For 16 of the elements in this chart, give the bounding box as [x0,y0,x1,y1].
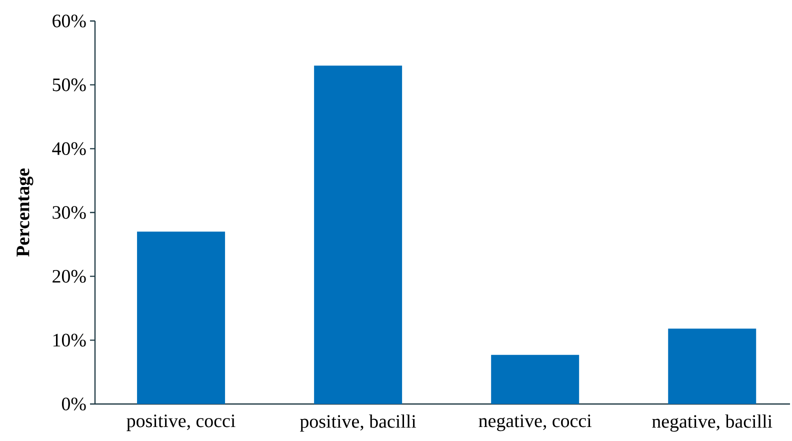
bar [314,66,402,404]
y-tick-label: 0% [62,398,86,410]
x-tick-label: negative, cocci [478,414,592,432]
y-tick-label: 20% [52,270,86,283]
y-tick-label: 50% [52,78,86,92]
x-tick-label: negative, bacilli [652,414,772,432]
y-tick-label: 60% [52,14,86,28]
x-tick-label: positive, cocci [126,414,236,432]
y-axis-title: Percentage [16,168,34,257]
y-tick-label: 10% [53,334,86,347]
bar [668,328,756,404]
x-tick-label: positive, bacilli [300,414,416,432]
y-tick-label: 40% [52,142,86,156]
bar [491,354,580,404]
bar [137,232,226,404]
y-tick-label: 30% [52,206,86,219]
